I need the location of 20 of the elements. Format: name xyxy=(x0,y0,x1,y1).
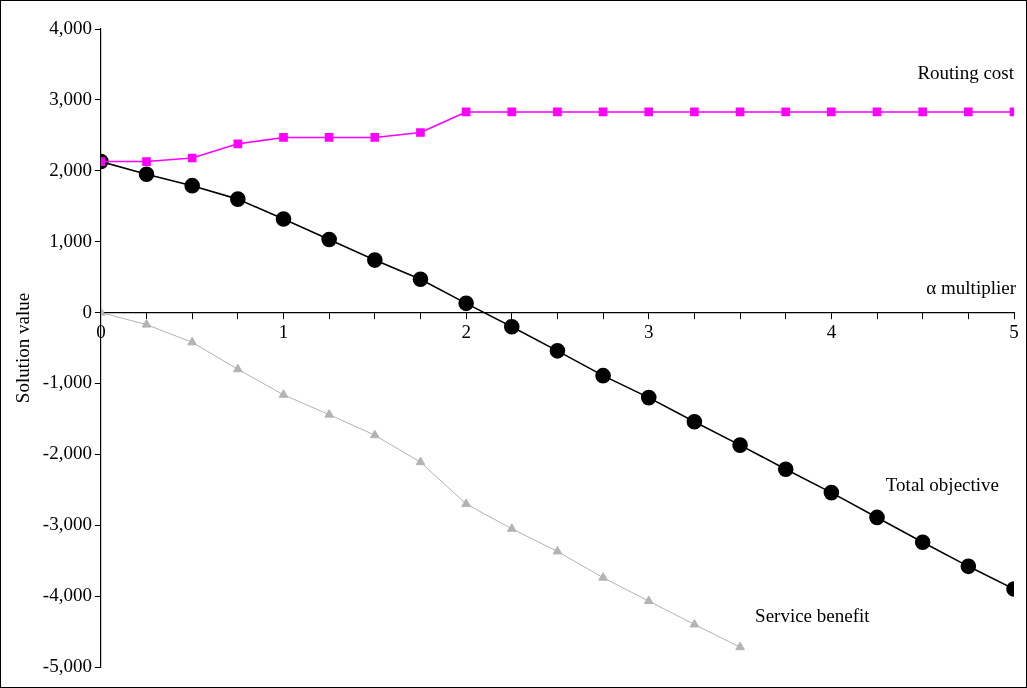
series-label: Service benefit xyxy=(755,605,871,627)
x-axis-title: α multiplier xyxy=(926,276,1017,298)
x-tick-label: 4 xyxy=(826,320,837,342)
y-tick-label: -4,000 xyxy=(42,584,92,606)
y-tick-label: 3,000 xyxy=(49,87,92,109)
x-tick-label: 5 xyxy=(1009,320,1019,342)
y-tick-label: -5,000 xyxy=(42,654,92,676)
y-tick-label: 4,000 xyxy=(49,16,92,38)
x-tick-label: 3 xyxy=(644,320,654,342)
y-tick-label: -2,000 xyxy=(42,442,92,464)
y-tick-label: 2,000 xyxy=(49,158,92,180)
y-tick-label: 1,000 xyxy=(49,229,92,251)
series-label: Total objective xyxy=(885,474,999,496)
x-tick-label: 2 xyxy=(461,320,471,342)
y-axis-title: Solution value xyxy=(12,292,34,404)
y-tick-label: 0 xyxy=(82,300,92,322)
series-label: Routing cost xyxy=(917,61,1015,83)
x-tick-label: 1 xyxy=(278,320,289,342)
y-tick-label: -3,000 xyxy=(42,513,92,535)
y-tick-label: -1,000 xyxy=(42,371,92,393)
